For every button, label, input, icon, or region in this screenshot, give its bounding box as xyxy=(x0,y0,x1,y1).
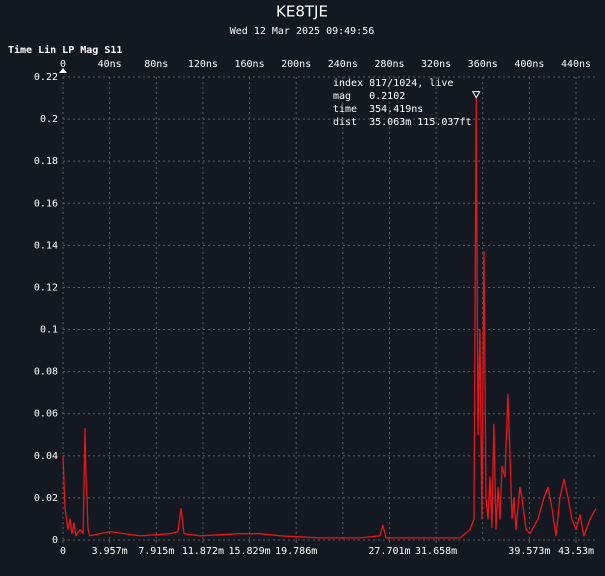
x-tick-label: 280ns xyxy=(374,59,404,70)
x-tick-label: 200ns xyxy=(281,59,311,70)
x-tick-label: 440ns xyxy=(561,59,591,70)
x2-tick-label: 3.957m xyxy=(92,546,128,557)
x2-tick-label: 43.53m xyxy=(558,546,594,557)
y-tick-label: 0.2 xyxy=(40,114,58,125)
y-tick-label: 0.02 xyxy=(34,493,58,504)
x2-tick-label: 31.658m xyxy=(415,546,457,557)
x2-tick-label: 15.829m xyxy=(228,546,270,557)
x2-tick-label: 7.915m xyxy=(138,546,174,557)
y-tick-label: 0.1 xyxy=(40,325,58,336)
chart-title: KE8TJE xyxy=(276,3,328,21)
x2-tick-label: 19.786m xyxy=(275,546,317,557)
x-tick-label: 240ns xyxy=(328,59,358,70)
marker-info: mag 0.2102 xyxy=(333,91,405,102)
marker-info: index 817/1024, live xyxy=(333,78,453,89)
x-tick-label: 0 xyxy=(60,59,66,70)
x-tick-label: 400ns xyxy=(514,59,544,70)
x-tick-label: 80ns xyxy=(144,59,168,70)
start-marker xyxy=(59,68,67,73)
y-tick-label: 0.14 xyxy=(34,240,58,251)
y-tick-label: 0.22 xyxy=(34,72,58,83)
y-tick-label: 0.16 xyxy=(34,198,58,209)
y-tick-label: 0.08 xyxy=(34,367,58,378)
x2-tick-label: 27.701m xyxy=(368,546,410,557)
x-tick-label: 360ns xyxy=(468,59,498,70)
x-tick-label: 320ns xyxy=(421,59,451,70)
y-tick-label: 0.04 xyxy=(34,451,58,462)
x2-tick-label: 39.573m xyxy=(508,546,550,557)
x-tick-label: 120ns xyxy=(188,59,218,70)
chart-subtitle: Wed 12 Mar 2025 09:49:56 xyxy=(230,26,375,37)
x-tick-label: 160ns xyxy=(234,59,264,70)
y-tick-label: 0.18 xyxy=(34,156,58,167)
marker xyxy=(471,91,481,99)
x2-tick-label: 11.872m xyxy=(182,546,224,557)
y-tick-label: 0 xyxy=(52,535,58,546)
data-line xyxy=(62,97,597,539)
marker-info: dist 35.063m 115.037ft xyxy=(333,117,471,128)
y-tick-label: 0.06 xyxy=(34,409,58,420)
chart-label: Time Lin LP Mag S11 xyxy=(8,44,122,56)
y-tick-label: 0.12 xyxy=(34,282,58,293)
marker-info: time 354.419ns xyxy=(333,104,423,115)
x2-tick-label: 0 xyxy=(60,546,66,557)
x-tick-label: 40ns xyxy=(98,59,122,70)
